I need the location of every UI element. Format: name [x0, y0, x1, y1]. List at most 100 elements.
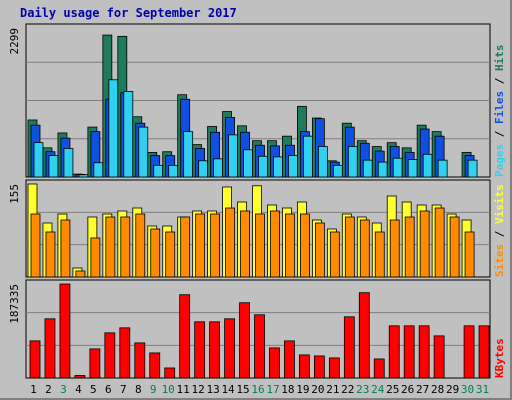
bar-sites-29 [449, 216, 460, 278]
x-tick-label-3: 3 [60, 383, 67, 396]
bar-sites-27 [419, 210, 430, 278]
chart-title: Daily usage for September 2017 [20, 6, 237, 20]
x-tick-label-24: 24 [371, 383, 385, 396]
x-tick-label-22: 22 [341, 383, 354, 396]
x-tick-label-16: 16 [251, 383, 264, 396]
y-max-label: 2299 [8, 28, 21, 55]
bar-pages-18 [288, 155, 298, 178]
bar-kbytes-2 [44, 318, 56, 379]
bar-kbytes-30 [463, 325, 475, 379]
bar-pages-23 [362, 159, 373, 178]
bar-sites-30 [464, 231, 475, 278]
bar-pages-2 [48, 155, 59, 178]
y-max-label: 155 [8, 184, 21, 204]
bar-sites-12 [195, 213, 206, 278]
x-tick-label-14: 14 [221, 383, 235, 396]
x-tick-label-13: 13 [206, 383, 219, 396]
legend-separator: / [493, 224, 506, 244]
bar-pages-6 [108, 79, 119, 178]
bar-sites-5 [90, 237, 101, 278]
legend-separator: / [493, 124, 506, 144]
bar-pages-21 [332, 164, 343, 178]
legend-visits: Visits [493, 184, 506, 224]
bar-pages-13 [213, 158, 224, 178]
y-max-label: 187335 [8, 284, 21, 324]
bar-pages-28 [437, 159, 448, 178]
x-tick-label-29: 29 [446, 383, 459, 396]
x-tick-label-7: 7 [120, 383, 127, 396]
bar-sites-7 [120, 216, 131, 278]
x-tick-label-30: 30 [461, 383, 474, 396]
bar-pages-1 [33, 142, 44, 178]
bar-sites-18 [285, 213, 295, 278]
legend-separator: / [493, 71, 506, 91]
x-tick-label-5: 5 [90, 383, 97, 396]
bar-sites-4 [75, 270, 86, 278]
bar-kbytes-18 [284, 340, 295, 379]
bar-pages-8 [138, 126, 149, 178]
bar-sites-10 [165, 231, 176, 278]
bar-sites-22 [344, 216, 355, 278]
x-tick-label-26: 26 [401, 383, 414, 396]
bar-sites-28 [434, 207, 445, 278]
bar-sites-15 [240, 210, 250, 278]
bar-sites-26 [404, 216, 415, 278]
bar-kbytes-23 [358, 292, 370, 379]
bar-pages-26 [407, 159, 418, 178]
bar-pages-11 [183, 131, 194, 178]
bar-sites-11 [180, 216, 191, 278]
bar-kbytes-15 [239, 302, 250, 379]
bar-pages-22 [347, 146, 358, 178]
bar-pages-24 [377, 161, 388, 178]
bar-kbytes-17 [269, 347, 280, 379]
bar-kbytes-16 [254, 314, 265, 379]
x-tick-label-6: 6 [105, 383, 112, 396]
bar-pages-12 [198, 160, 209, 178]
x-tick-label-4: 4 [75, 383, 82, 396]
bar-kbytes-13 [209, 321, 221, 379]
bar-kbytes-26 [403, 325, 415, 379]
bar-kbytes-9 [149, 352, 161, 379]
bar-pages-10 [168, 164, 179, 178]
bar-kbytes-1 [29, 340, 41, 379]
x-tick-label-21: 21 [326, 383, 339, 396]
bar-kbytes-12 [194, 321, 206, 379]
x-tick-label-25: 25 [386, 383, 399, 396]
bar-sites-6 [105, 216, 116, 278]
bar-kbytes-10 [164, 367, 176, 379]
bar-kbytes-24 [373, 358, 385, 379]
bar-sites-25 [389, 219, 400, 278]
bar-pages-3 [63, 148, 74, 178]
x-tick-label-20: 20 [311, 383, 324, 396]
x-tick-label-12: 12 [192, 383, 205, 396]
bar-kbytes-3 [59, 283, 71, 379]
bar-pages-15 [243, 149, 253, 178]
bar-sites-19 [300, 213, 310, 278]
bar-pages-17 [273, 156, 283, 178]
bar-pages-19 [303, 135, 313, 178]
x-tick-label-19: 19 [296, 383, 309, 396]
bar-kbytes-28 [433, 335, 445, 379]
side-legend-visits-sites: Sites / Visits [493, 184, 506, 277]
legend-files: Files [493, 91, 506, 124]
x-tick-label-23: 23 [356, 383, 369, 396]
bar-kbytes-5 [89, 348, 101, 379]
bar-sites-2 [45, 231, 56, 278]
x-tick-label-31: 31 [476, 383, 489, 396]
bar-kbytes-8 [134, 342, 146, 379]
bar-kbytes-31 [478, 325, 490, 379]
bar-sites-23 [359, 219, 370, 278]
bar-pages-14 [228, 134, 238, 178]
bar-pages-20 [317, 146, 328, 178]
bar-pages-9 [153, 164, 164, 178]
legend-kbytes: KBytes [493, 338, 506, 378]
bar-sites-24 [374, 231, 385, 278]
x-tick-label-27: 27 [416, 383, 429, 396]
bar-kbytes-19 [299, 354, 310, 379]
bar-kbytes-11 [179, 294, 191, 379]
bar-kbytes-6 [104, 332, 116, 379]
bar-sites-3 [60, 219, 71, 278]
bar-sites-20 [314, 222, 325, 278]
bar-sites-8 [135, 213, 146, 278]
